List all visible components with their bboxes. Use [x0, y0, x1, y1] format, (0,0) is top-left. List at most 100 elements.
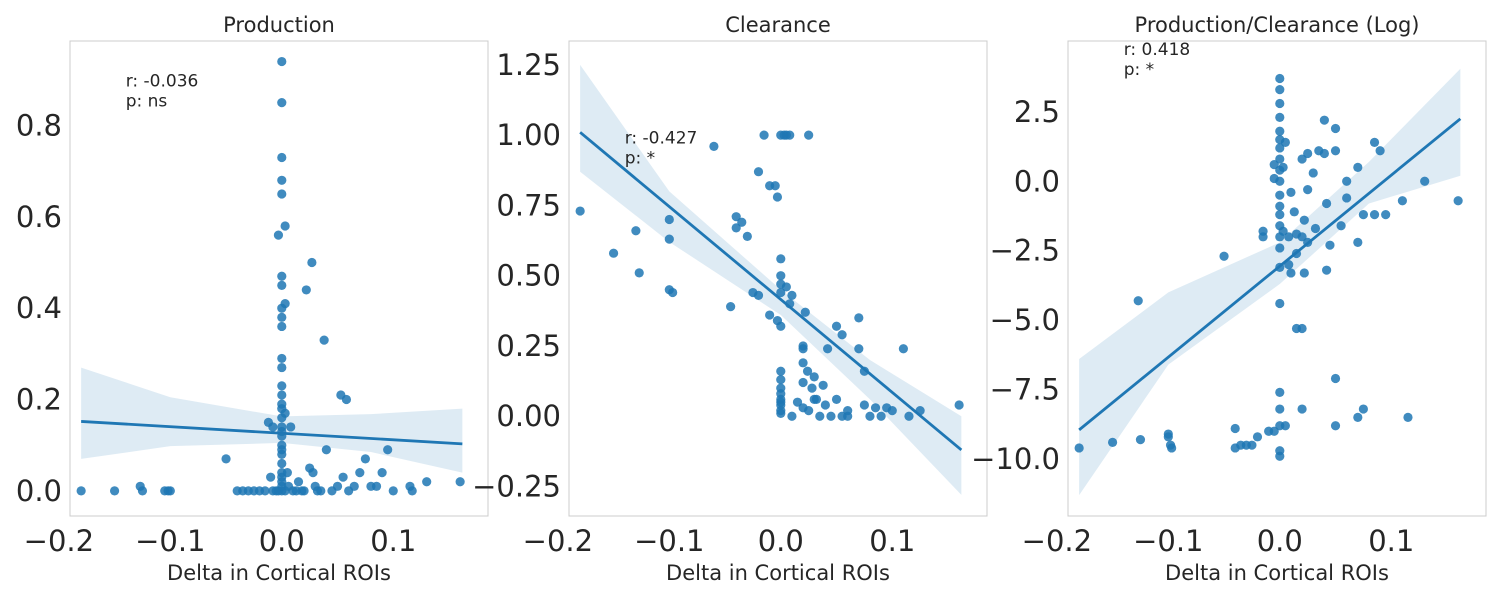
data-point — [1247, 440, 1257, 450]
y-tick-label: 2.5 — [1014, 95, 1060, 129]
data-point — [277, 271, 287, 281]
data-point — [1330, 421, 1341, 431]
data-point — [772, 192, 783, 202]
data-point — [776, 366, 786, 376]
data-point — [1278, 226, 1288, 236]
data-point — [371, 481, 382, 491]
y-tick-label: 0.25 — [496, 329, 561, 363]
data-point — [1322, 265, 1332, 275]
data-point — [355, 468, 365, 478]
data-point — [1074, 443, 1084, 453]
data-point — [277, 312, 287, 322]
data-point — [341, 394, 352, 405]
data-point — [1275, 404, 1285, 414]
data-point — [1381, 210, 1391, 220]
data-point — [1286, 268, 1296, 278]
data-point — [301, 285, 311, 295]
data-point — [804, 130, 814, 140]
y-tick-label: 0.75 — [496, 188, 561, 222]
data-point — [776, 321, 786, 331]
data-point — [1275, 176, 1285, 186]
data-point — [308, 468, 318, 478]
data-point — [631, 226, 641, 236]
data-point — [818, 380, 828, 390]
data-point — [1280, 137, 1290, 147]
data-point — [1297, 232, 1307, 242]
data-point — [377, 468, 387, 478]
data-point — [109, 486, 120, 496]
y-tick-label: −10.0 — [971, 442, 1060, 476]
data-point — [277, 381, 287, 391]
data-point — [1310, 223, 1321, 234]
data-point — [781, 282, 791, 292]
data-point — [887, 406, 897, 416]
x-tick-label: −0.1 — [1133, 524, 1203, 558]
data-point — [1353, 162, 1363, 172]
data-point — [1275, 85, 1285, 95]
data-point — [1275, 126, 1285, 136]
data-point — [753, 167, 764, 177]
data-point — [809, 372, 819, 382]
data-point — [1275, 154, 1285, 164]
data-point — [664, 214, 674, 225]
regression-line — [579, 131, 963, 452]
data-point — [1286, 187, 1296, 197]
data-point — [742, 231, 752, 241]
data-point — [731, 223, 741, 233]
data-point — [1275, 190, 1285, 200]
data-point — [277, 303, 287, 313]
y-tick-label: 0.4 — [16, 291, 62, 325]
x-axis-label: Delta in Cortical ROIs — [1165, 561, 1389, 585]
y-tick-label: 0.00 — [496, 399, 561, 433]
x-tick-label: −0.2 — [24, 524, 94, 558]
data-point — [870, 403, 881, 413]
data-point — [277, 56, 287, 67]
data-point — [1353, 412, 1363, 422]
y-tick-label: 0.2 — [16, 383, 62, 417]
data-point — [349, 481, 359, 491]
x-axis-label: Delta in Cortical ROIs — [167, 561, 391, 585]
data-point — [383, 445, 393, 455]
data-point — [277, 353, 287, 364]
data-point — [1330, 146, 1341, 156]
p-value-annotation: p: * — [1124, 60, 1154, 80]
data-point — [1275, 298, 1285, 309]
data-point — [165, 486, 175, 496]
data-point — [820, 400, 830, 410]
data-point — [1269, 426, 1279, 436]
data-point — [1369, 137, 1380, 147]
data-point — [360, 454, 370, 464]
x-tick-label: 0.1 — [370, 524, 416, 558]
x-axis-label: Delta in Cortical ROIs — [666, 561, 890, 585]
data-point — [1278, 162, 1288, 172]
data-point — [831, 394, 842, 404]
data-point — [859, 400, 869, 410]
data-point — [1275, 387, 1285, 397]
data-point — [776, 287, 786, 298]
y-tick-label: −7.5 — [990, 373, 1060, 407]
data-point — [1322, 198, 1332, 209]
data-point — [1397, 196, 1407, 206]
y-tick-label: 0.6 — [16, 200, 62, 234]
data-point — [1275, 451, 1285, 461]
data-point — [804, 406, 814, 416]
x-tick-label: 0.0 — [758, 524, 804, 558]
data-point — [1269, 160, 1279, 170]
data-point — [726, 302, 736, 312]
regression-line — [1078, 117, 1462, 431]
data-point — [1258, 232, 1268, 242]
data-point — [277, 390, 287, 400]
data-point — [286, 422, 296, 432]
data-point — [1336, 221, 1346, 231]
data-point — [1135, 435, 1146, 445]
data-point — [137, 486, 148, 496]
data-point — [1358, 404, 1368, 414]
data-point — [1330, 123, 1341, 134]
data-point — [776, 254, 786, 264]
data-point — [277, 189, 287, 199]
correlation-annotation: r: -0.427 — [625, 129, 698, 149]
data-point — [1375, 146, 1385, 156]
y-tick-label: 0.0 — [16, 474, 62, 508]
data-point — [608, 248, 619, 258]
data-point — [798, 358, 808, 368]
